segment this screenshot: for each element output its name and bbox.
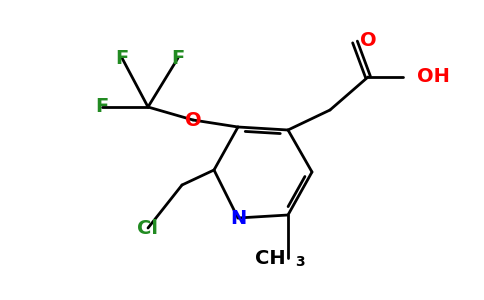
Text: CH: CH xyxy=(256,248,286,268)
Text: F: F xyxy=(95,98,108,116)
Text: O: O xyxy=(360,31,377,50)
Text: O: O xyxy=(185,110,201,130)
Text: F: F xyxy=(171,49,184,68)
Text: F: F xyxy=(115,49,129,68)
Text: 3: 3 xyxy=(295,255,304,269)
Text: OH: OH xyxy=(417,68,450,86)
Text: Cl: Cl xyxy=(137,218,158,238)
Text: N: N xyxy=(230,208,246,227)
